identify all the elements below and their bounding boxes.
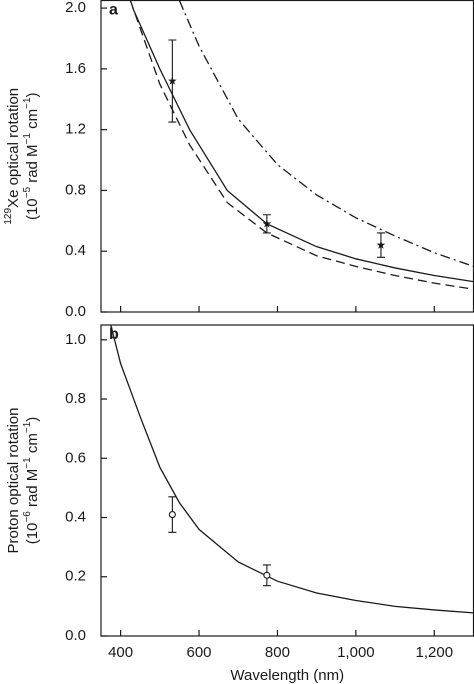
data-point — [168, 511, 176, 519]
x-tick-label: 600 — [187, 644, 212, 661]
curve — [110, 325, 474, 614]
panel: b 0.0 0.2 0.4 0.6 0.8 1.0 400 600 800 1,000 1,200 Wa… — [5, 324, 474, 684]
y-axis-label-part: ) — [24, 92, 41, 97]
x-tick-label: 1,200 — [416, 644, 454, 661]
panel: a 0.0 0.4 0.8 1.2 1.6 2.0 129Xe optical rotatio… — [3, 0, 474, 320]
y-axis-label-part: Xe optical rotation — [5, 88, 22, 208]
y-tick-label: 0.8 — [65, 181, 86, 198]
y-axis-label-part: −5 — [22, 187, 33, 199]
y-tick-label: 1.6 — [65, 60, 86, 77]
panel-label: b — [109, 326, 119, 343]
y-tick-label: 1.0 — [65, 331, 86, 348]
x-tick-label: 1,000 — [337, 644, 375, 661]
x-tick-label: 400 — [108, 644, 133, 661]
y-tick-label: 0.2 — [65, 568, 86, 585]
y-tick-label: 0.4 — [65, 242, 86, 259]
y-axis-label-part: −1 — [22, 133, 33, 145]
y-axis-label-part: 129 — [3, 208, 14, 225]
y-tick-label: 0.0 — [65, 303, 86, 320]
panel-label: a — [109, 2, 118, 19]
y-tick-label: 0.6 — [65, 449, 86, 466]
plot-frame — [100, 324, 474, 637]
y-axis-label-part: ) — [24, 417, 41, 422]
curves — [129, 0, 474, 290]
y-axis-label-part: −1 — [22, 457, 33, 469]
data-point — [168, 76, 177, 85]
y-axis-label-part: −6 — [22, 511, 33, 523]
y-tick-label: 0.4 — [65, 508, 86, 525]
x-axis-label: Wavelength (nm) — [230, 667, 344, 684]
y-tick-label: 0.8 — [65, 390, 86, 407]
y-axis-label-part: rad M — [24, 469, 41, 512]
plot-frame — [100, 0, 474, 313]
y-axis-label: (10−6 rad M−1 cm−1) — [22, 417, 41, 545]
curve — [178, 0, 474, 268]
curve — [132, 7, 474, 283]
y-axis-label: 129Xe optical rotation — [3, 88, 22, 225]
y-axis-label-part: rad M — [24, 144, 41, 187]
y-tick-label: 1.2 — [65, 121, 86, 138]
y-axis-label-part: (10 — [24, 523, 41, 545]
x-tick-label: 800 — [265, 644, 290, 661]
y-axis-label-part: (10 — [24, 198, 41, 220]
y-axis-label-part: Proton optical rotation — [5, 408, 22, 554]
y-axis-label-part: −1 — [22, 97, 33, 109]
y-axis-label-part: cm — [24, 433, 41, 457]
y-tick-label: 0.0 — [65, 627, 86, 644]
y-axis-label-part: −1 — [22, 421, 33, 433]
y-axis-label-part: cm — [24, 109, 41, 133]
data-point — [376, 240, 386, 249]
y-axis-label: (10−5 rad M−1 cm−1) — [22, 92, 41, 220]
y-tick-label: 2.0 — [65, 0, 86, 16]
curves — [110, 325, 474, 614]
data-point — [263, 571, 271, 579]
y-axis-label: Proton optical rotation — [5, 408, 22, 554]
data-point — [262, 219, 272, 228]
curve — [129, 0, 474, 290]
